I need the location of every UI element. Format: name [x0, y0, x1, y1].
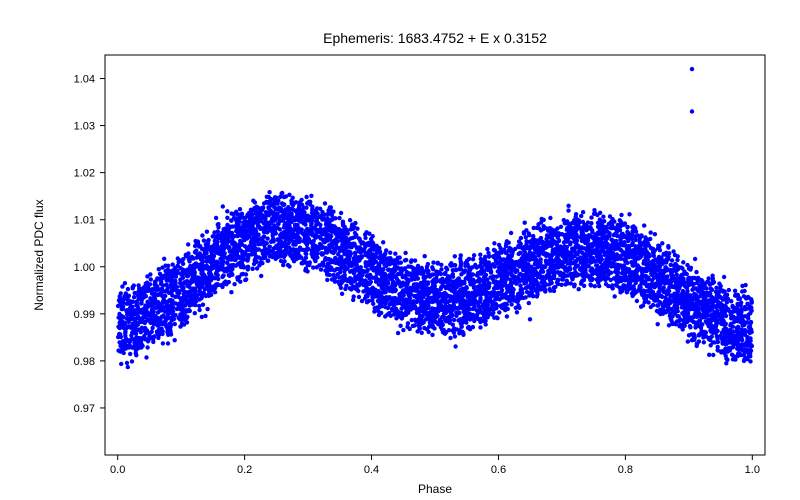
- y-axis-label: Normalized PDC flux: [32, 199, 46, 310]
- svg-text:0.98: 0.98: [74, 356, 95, 368]
- svg-text:0.99: 0.99: [74, 309, 95, 321]
- svg-text:0.6: 0.6: [491, 464, 506, 476]
- svg-text:0.4: 0.4: [364, 464, 379, 476]
- x-axis-label: Phase: [418, 482, 452, 496]
- chart-container: 0.0 0.2 0.4 0.6 0.8 1.0 0.97 0.98 0.99 1.00 1.01 1.…: [0, 0, 800, 500]
- svg-text:1.04: 1.04: [74, 74, 95, 86]
- svg-text:1.0: 1.0: [745, 464, 760, 476]
- svg-text:0.2: 0.2: [237, 464, 252, 476]
- svg-text:0.0: 0.0: [110, 464, 125, 476]
- svg-text:1.03: 1.03: [74, 121, 95, 133]
- svg-text:1.00: 1.00: [74, 262, 95, 274]
- plot-background: [0, 0, 800, 500]
- svg-text:0.8: 0.8: [618, 464, 633, 476]
- svg-text:1.01: 1.01: [74, 215, 95, 227]
- svg-text:0.97: 0.97: [74, 403, 95, 415]
- scatter-plot-svg: 0.0 0.2 0.4 0.6 0.8 1.0 0.97 0.98 0.99 1.00 1.01 1.…: [0, 0, 800, 500]
- svg-text:1.02: 1.02: [74, 168, 95, 180]
- plot-title: Ephemeris: 1683.4752 + E x 0.3152: [323, 30, 547, 46]
